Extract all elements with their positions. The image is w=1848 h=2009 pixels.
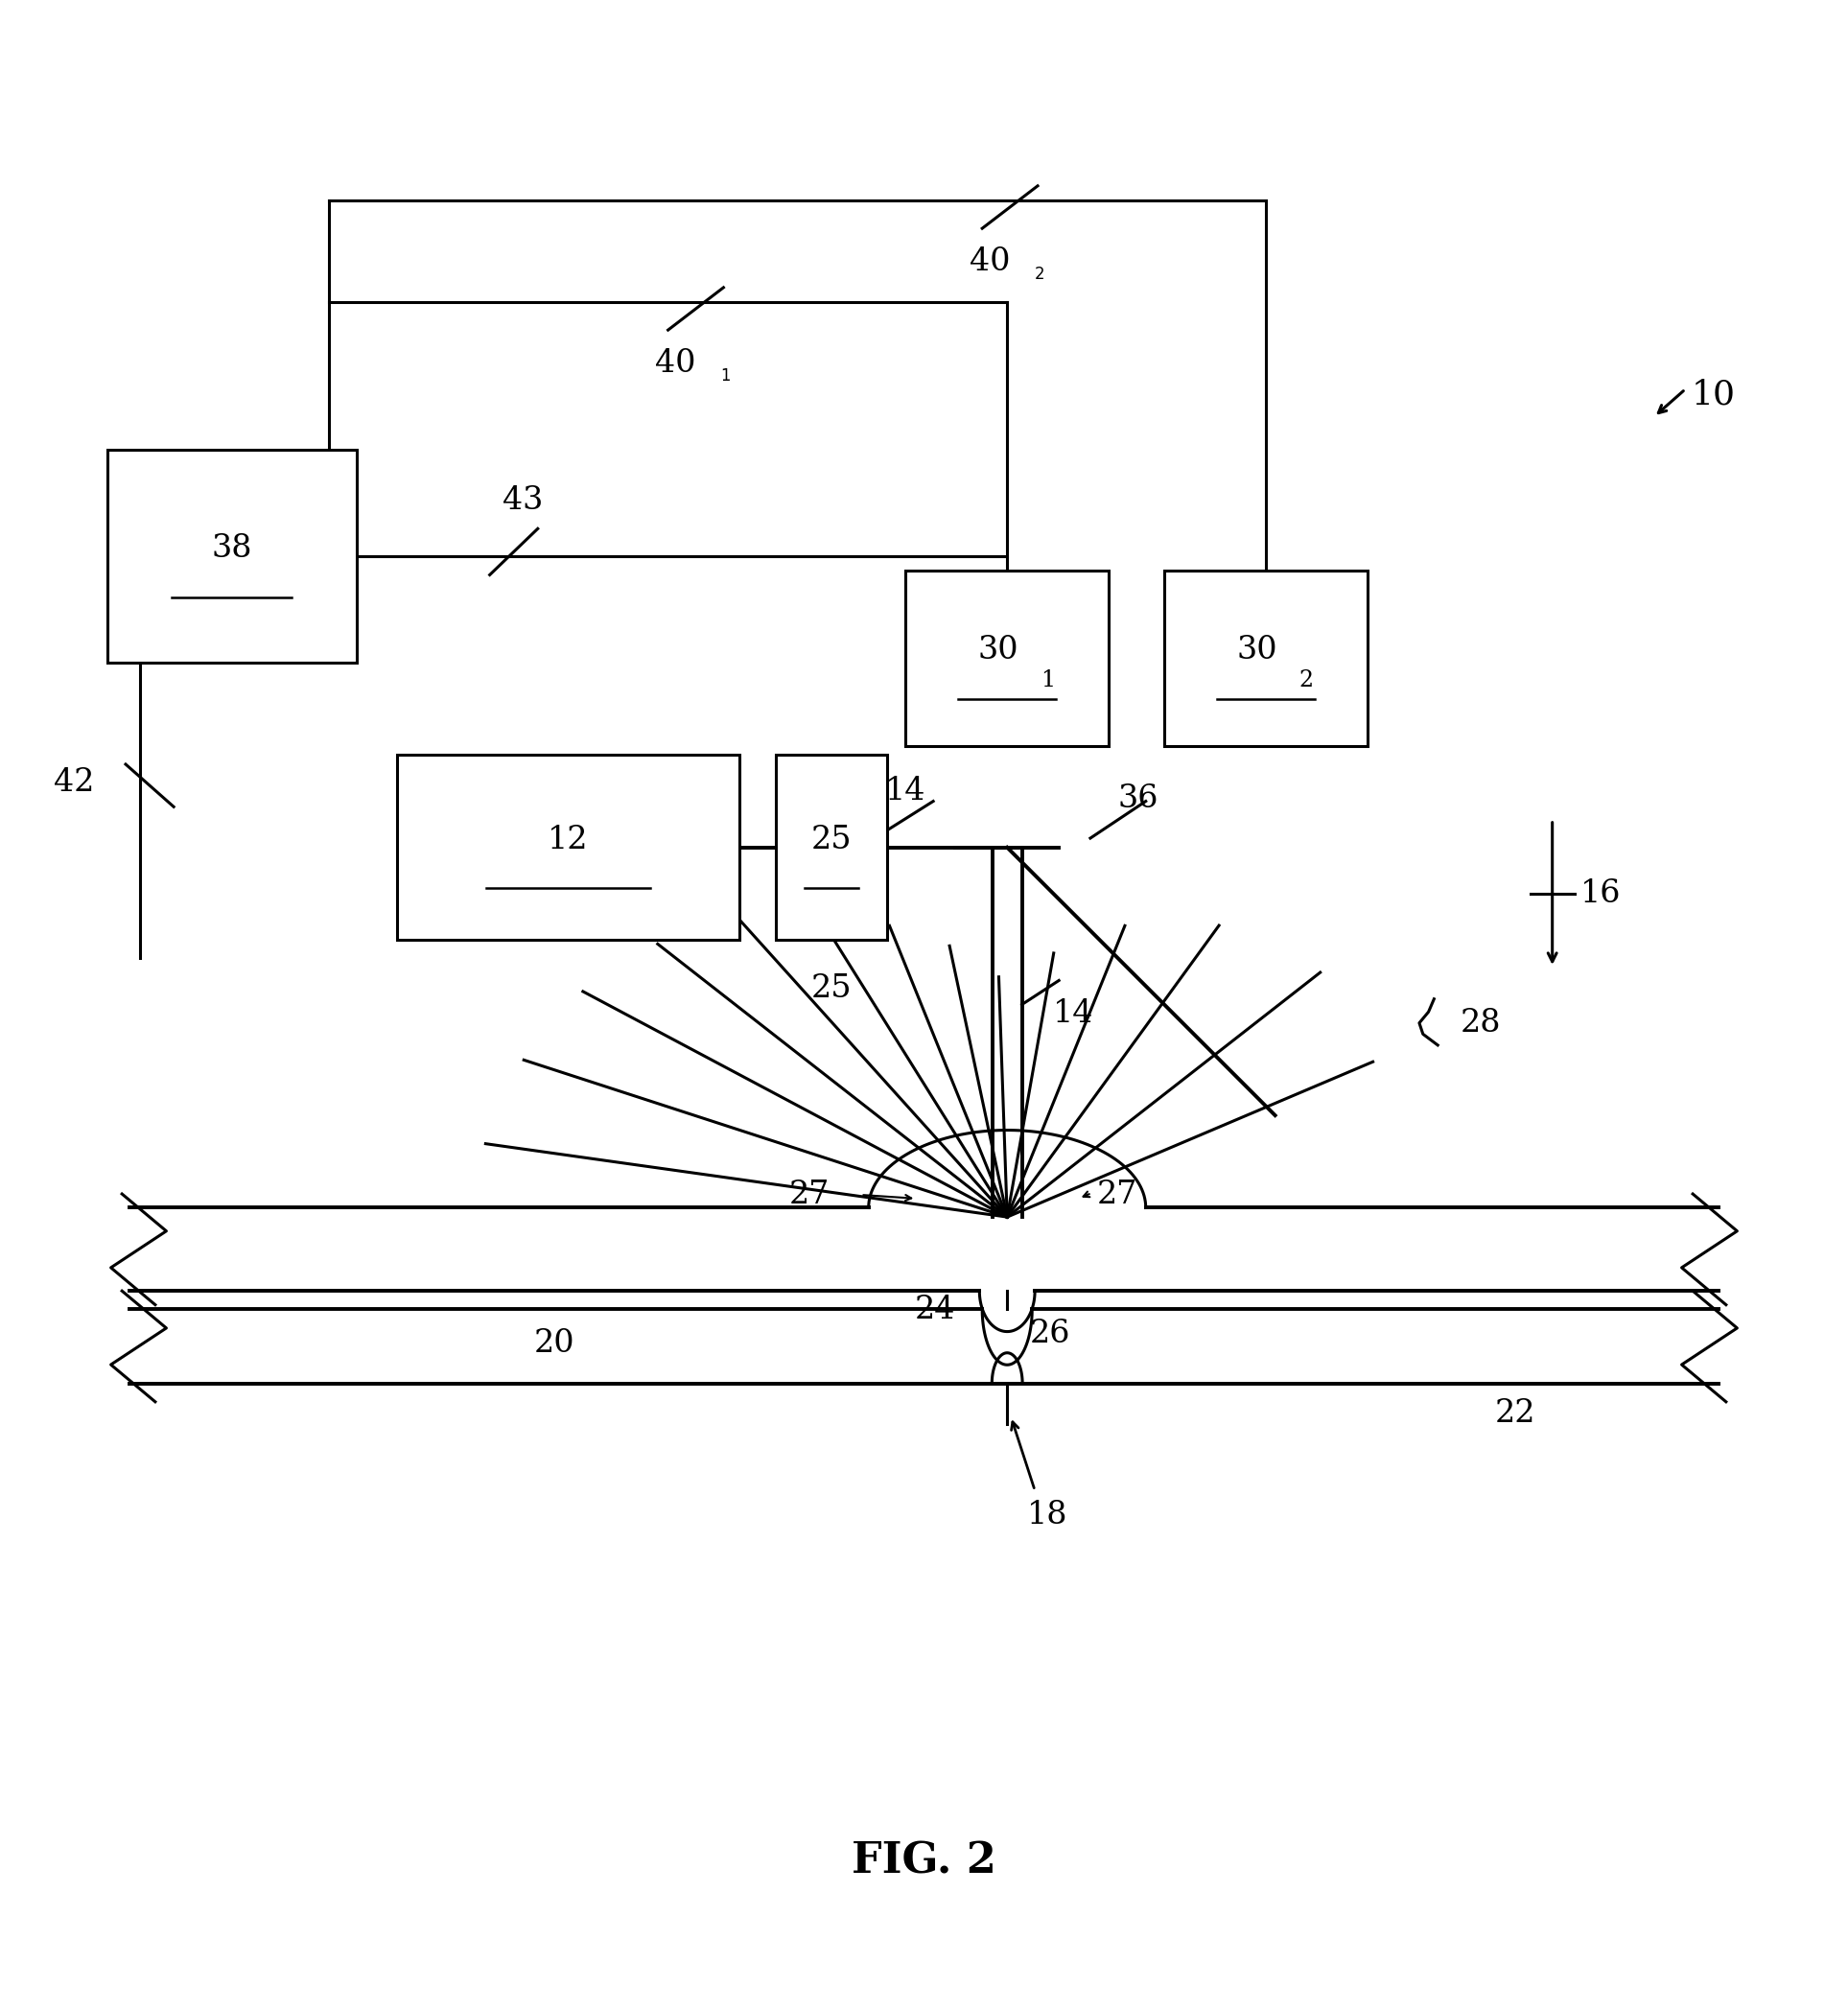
Text: 14: 14	[885, 775, 926, 808]
Text: 18: 18	[1027, 1501, 1068, 1531]
Text: 14: 14	[1053, 998, 1094, 1029]
Text: 25: 25	[811, 972, 852, 1004]
Text: 30: 30	[1236, 635, 1277, 665]
Text: 28: 28	[1460, 1009, 1501, 1039]
Text: 36: 36	[1118, 784, 1159, 814]
Text: 27: 27	[789, 1179, 830, 1209]
Text: 40: 40	[968, 247, 1009, 277]
Text: 12: 12	[547, 824, 590, 856]
Text: 25: 25	[811, 824, 852, 856]
Text: 16: 16	[1580, 878, 1621, 908]
Bar	[397, 755, 739, 940]
Text: $_2$: $_2$	[1035, 259, 1044, 281]
Text: 40: 40	[654, 348, 695, 380]
Text: 42: 42	[54, 767, 94, 798]
Text: 43: 43	[503, 484, 543, 516]
Text: 24: 24	[915, 1294, 955, 1326]
Text: $_1$: $_1$	[721, 362, 730, 384]
Bar	[107, 450, 357, 663]
Text: 20: 20	[534, 1328, 575, 1358]
Text: 22: 22	[1495, 1398, 1536, 1428]
Bar	[776, 755, 887, 940]
Text: 38: 38	[211, 534, 253, 565]
Bar	[906, 571, 1109, 745]
Text: 30: 30	[978, 635, 1018, 665]
Text: 27: 27	[1098, 1179, 1138, 1209]
Bar	[1164, 571, 1368, 745]
Text: 1: 1	[1040, 669, 1055, 691]
Text: FIG. 2: FIG. 2	[852, 1840, 996, 1882]
Text: 26: 26	[1029, 1318, 1070, 1350]
Text: 10: 10	[1691, 378, 1735, 412]
Text: 2: 2	[1299, 669, 1314, 691]
